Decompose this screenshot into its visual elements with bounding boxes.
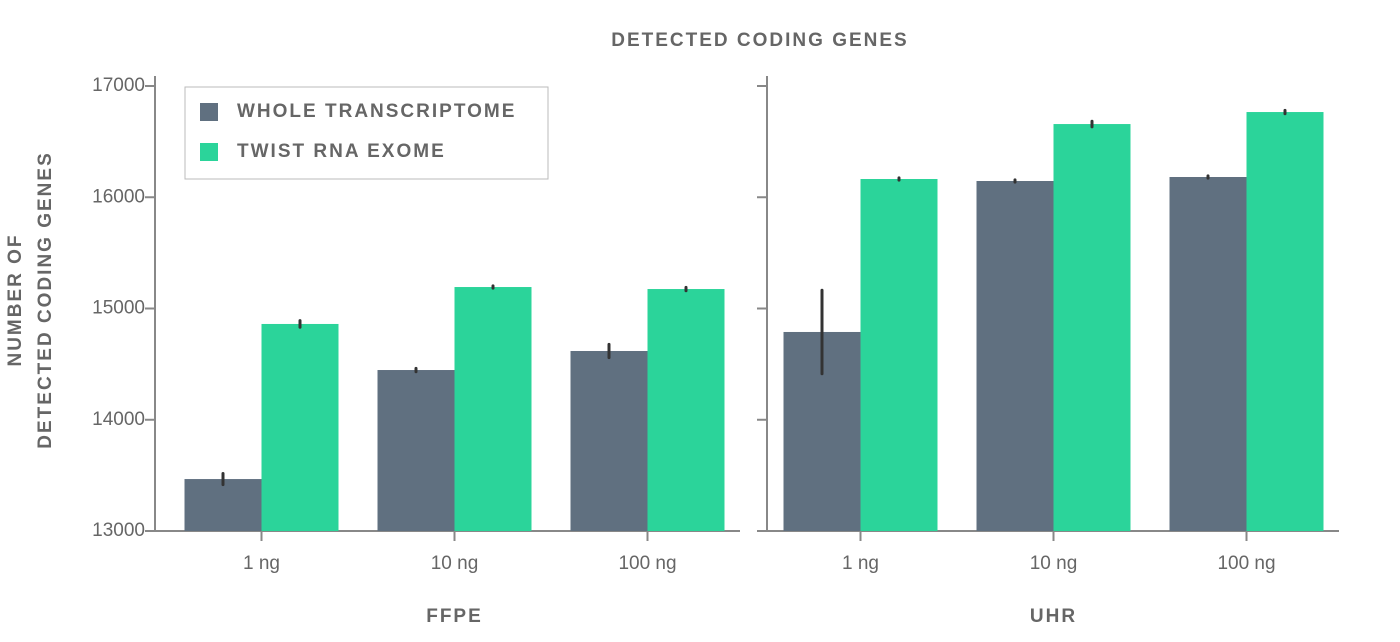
- y-tick-label: 13000: [92, 520, 145, 541]
- y-tick-label: 15000: [92, 298, 145, 319]
- y-label-line: DETECTED CODING GENES: [35, 151, 56, 448]
- x-tick-label: 1 ng: [243, 553, 280, 574]
- y-tick-label: 17000: [92, 75, 145, 96]
- x-tick-label: 100 ng: [618, 553, 676, 574]
- x-tick-label: 10 ng: [431, 553, 479, 574]
- x-tick-label: 100 ng: [1217, 553, 1275, 574]
- chart-title: DETECTED CODING GENES: [611, 30, 908, 51]
- y-tick-label: 16000: [92, 186, 145, 207]
- y-label: NUMBER OF DETECTED CODING GENES: [5, 151, 56, 448]
- bar: [860, 179, 938, 531]
- bar: [647, 289, 725, 531]
- bar: [1169, 177, 1247, 531]
- bar: [184, 479, 262, 531]
- bar: [377, 370, 455, 531]
- bar: [570, 350, 648, 531]
- legend-swatch: [200, 103, 218, 121]
- x-tick-label: 1 ng: [842, 553, 879, 574]
- legend-box: [184, 86, 549, 180]
- bar: [1053, 124, 1131, 532]
- y-label-line: NUMBER OF: [5, 233, 26, 366]
- bar: [1246, 112, 1324, 531]
- bar: [976, 181, 1054, 531]
- legend-label: TWIST RNA EXOME: [237, 141, 446, 162]
- legend-swatch: [200, 143, 218, 161]
- bar: [261, 323, 339, 531]
- bar: [454, 287, 532, 531]
- x-label: FFPE: [426, 606, 483, 627]
- legend-label: WHOLE TRANSCRIPTOME: [237, 101, 516, 122]
- y-tick-label: 14000: [92, 409, 145, 430]
- x-label: UHR: [1030, 606, 1077, 627]
- x-tick-label: 10 ng: [1030, 553, 1078, 574]
